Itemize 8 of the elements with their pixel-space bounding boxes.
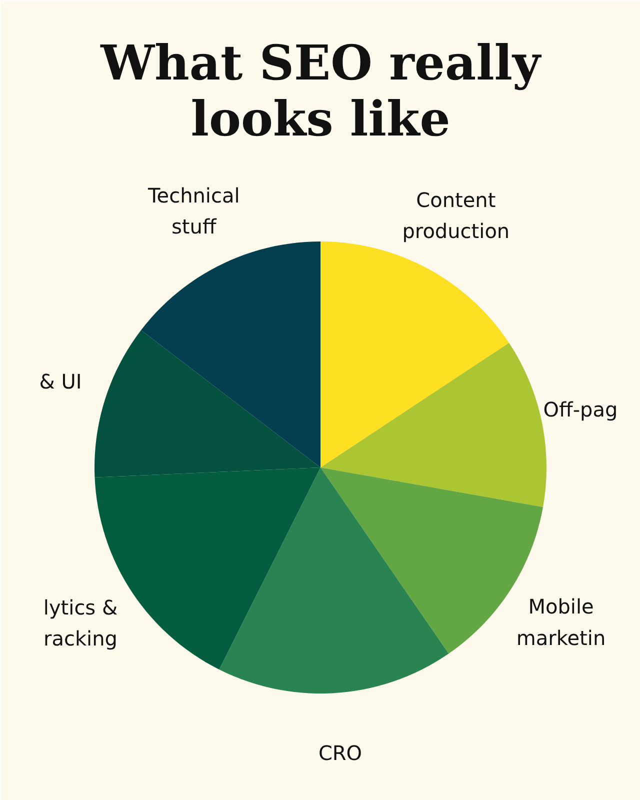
slice-label: & UI [39, 370, 82, 394]
slice-label: Technical stuff [146, 183, 240, 239]
slice-label: Content production [402, 188, 510, 244]
slice-label: Mobile marketin [516, 594, 606, 650]
chart-title: What SEO really looks like [100, 36, 543, 148]
slice-label: lytics & racking [43, 595, 118, 651]
slice-label: CRO [318, 740, 362, 765]
slice-label: Off-pag [543, 398, 618, 422]
